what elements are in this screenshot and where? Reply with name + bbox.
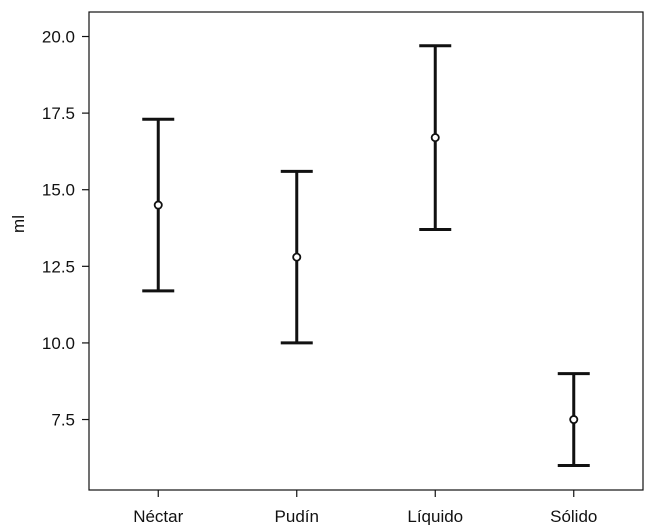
x-tick-label: Líquido	[407, 507, 463, 525]
error-bars	[142, 44, 590, 467]
mean-point	[153, 200, 163, 210]
plot-frame	[88, 11, 644, 491]
y-tick-label: 12.5	[42, 257, 75, 276]
y-axis-ticks: 7.5 10.0 12.5 15.0 17.5 20.0	[42, 28, 89, 430]
x-axis-ticks: Néctar Pudín Líquido Sólido	[133, 490, 597, 525]
mean-point	[569, 415, 579, 425]
x-tick-label: Néctar	[133, 507, 183, 525]
x-tick-label: Pudín	[275, 507, 319, 525]
y-tick-label: 10.0	[42, 334, 75, 353]
mean-point	[430, 133, 440, 143]
y-tick-label: 7.5	[51, 411, 75, 430]
y-tick-label: 15.0	[42, 181, 75, 200]
x-tick-label: Sólido	[550, 507, 597, 525]
y-tick-label: 20.0	[42, 28, 75, 47]
mean-point	[292, 252, 302, 262]
y-axis-title: ml	[9, 215, 28, 233]
y-tick-label: 17.5	[42, 104, 75, 123]
